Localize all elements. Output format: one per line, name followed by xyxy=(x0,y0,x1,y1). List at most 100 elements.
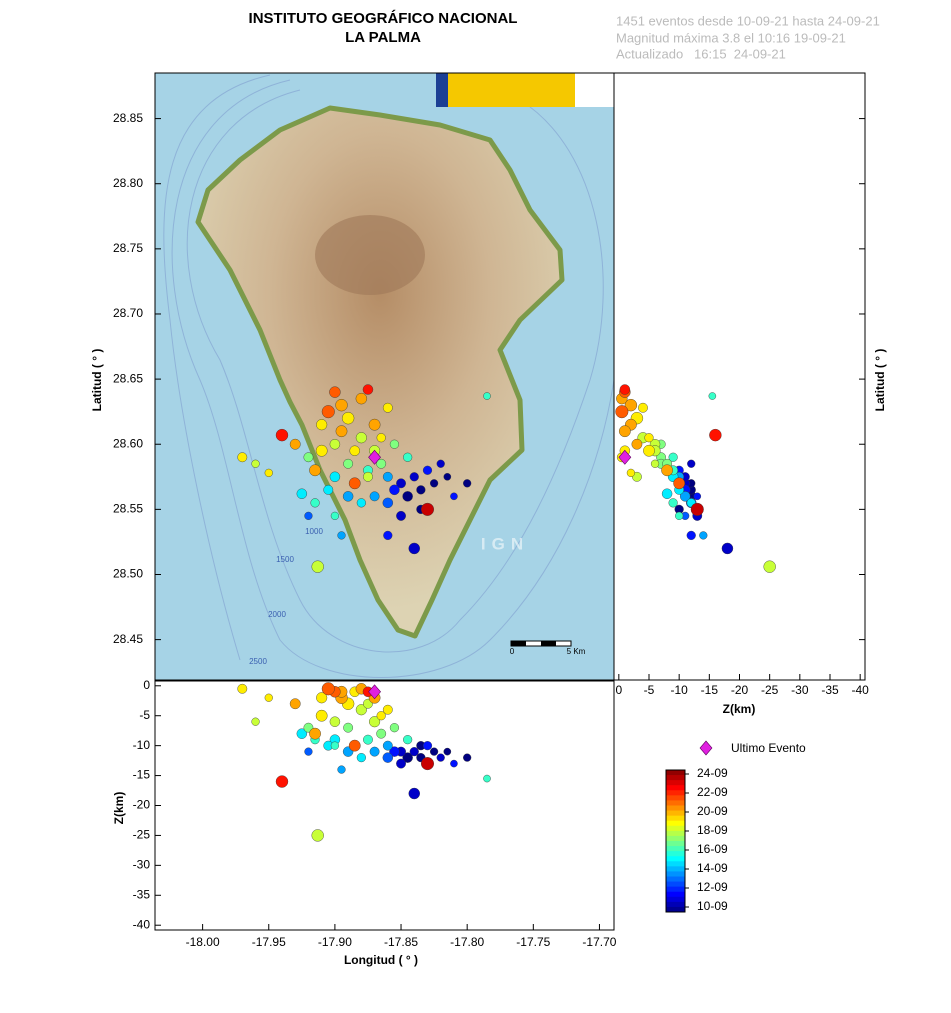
event xyxy=(619,384,631,395)
colorbar-swatch xyxy=(666,790,685,796)
event xyxy=(626,468,635,477)
colorbar-swatch xyxy=(666,851,685,857)
event xyxy=(309,464,321,477)
event xyxy=(483,392,491,400)
z-tick-label: -25 xyxy=(761,683,779,697)
event xyxy=(323,484,334,495)
event xyxy=(363,734,373,745)
event xyxy=(303,452,314,463)
x-tick-label: -17.90 xyxy=(318,935,352,949)
event xyxy=(348,739,361,752)
event xyxy=(296,488,308,499)
contours xyxy=(163,74,615,678)
event xyxy=(335,425,348,438)
event xyxy=(382,471,393,482)
z-axis-label: Z(km) xyxy=(112,792,126,825)
event xyxy=(362,384,374,395)
event xyxy=(376,711,386,721)
event xyxy=(329,439,341,450)
event xyxy=(638,402,648,413)
colorbar-swatch xyxy=(666,805,685,812)
event xyxy=(311,560,324,573)
event xyxy=(661,488,673,499)
colorbar-swatch xyxy=(666,896,685,903)
colorbar-swatch xyxy=(666,886,685,893)
event xyxy=(699,531,708,540)
event xyxy=(422,465,433,475)
map-label: 1000 xyxy=(305,527,323,536)
event xyxy=(289,438,301,450)
event xyxy=(619,425,631,438)
title: INSTITUTO GEOGRÁFICO NACIONAL xyxy=(249,10,518,27)
island xyxy=(195,105,565,639)
event xyxy=(436,459,445,468)
event xyxy=(668,452,678,462)
event xyxy=(389,439,400,449)
colorbar-swatch xyxy=(666,871,685,877)
colorbar-swatch xyxy=(666,856,685,862)
event xyxy=(264,468,273,477)
colorbar-label: 10-09 xyxy=(697,899,728,913)
event xyxy=(402,491,413,502)
z-tick-label: 0 xyxy=(615,683,622,697)
subtitle: LA PALMA xyxy=(345,29,421,46)
event xyxy=(450,492,458,501)
event xyxy=(650,459,660,468)
event xyxy=(343,458,354,469)
z-tick-label: -25 xyxy=(133,828,151,842)
z-tick-label: -40 xyxy=(852,683,870,697)
colorbar-swatch xyxy=(666,825,685,832)
event xyxy=(422,741,433,751)
map-label: 2500 xyxy=(249,657,267,666)
side-frame xyxy=(613,72,866,681)
z-tick-label: -10 xyxy=(133,738,151,752)
colorbar-label: 20-09 xyxy=(697,804,728,818)
event xyxy=(304,747,313,756)
event xyxy=(661,464,673,477)
colorbar-swatch xyxy=(666,775,685,781)
event xyxy=(349,445,360,456)
z-tick-label: -5 xyxy=(139,708,150,722)
last-event xyxy=(368,449,381,465)
x-tick-label: -17.85 xyxy=(384,935,418,949)
colorbar-swatch xyxy=(666,830,685,837)
event xyxy=(483,774,491,783)
event xyxy=(402,752,413,763)
event xyxy=(368,418,381,431)
event xyxy=(763,560,776,573)
colorbar-swatch xyxy=(666,835,685,842)
event xyxy=(329,471,341,483)
y-tick-label: 28.85 xyxy=(113,111,143,125)
info: 1451 eventos desde 10-09-21 hasta 24-09-… xyxy=(616,13,880,28)
y-tick-label: 28.60 xyxy=(113,436,143,450)
event xyxy=(420,502,434,516)
z-tick-label: -20 xyxy=(731,683,749,697)
event xyxy=(316,692,328,704)
z-tick-label: 0 xyxy=(143,678,150,692)
event xyxy=(408,542,420,555)
event xyxy=(430,479,439,488)
event xyxy=(690,502,704,516)
event xyxy=(348,477,361,490)
event xyxy=(376,458,387,469)
colorbar-swatch xyxy=(666,901,685,908)
event xyxy=(403,452,413,462)
event xyxy=(615,405,629,419)
colorbar-swatch xyxy=(666,846,685,852)
colorbar-swatch xyxy=(666,815,685,822)
event xyxy=(396,510,406,521)
colorbar-swatch xyxy=(666,795,685,801)
y-axis-label: Latitud ( ° ) xyxy=(873,349,887,412)
x-tick-label: -17.75 xyxy=(516,935,550,949)
y-tick-label: 28.45 xyxy=(113,632,143,646)
event xyxy=(315,444,328,457)
event xyxy=(679,491,691,502)
caldera xyxy=(315,215,425,295)
event xyxy=(450,759,458,768)
event xyxy=(311,829,324,842)
event xyxy=(443,747,452,756)
event xyxy=(382,497,394,509)
z-axis-label: Z(km) xyxy=(723,702,756,716)
x-tick-label: -17.70 xyxy=(582,935,616,949)
map-label: 2000 xyxy=(268,610,286,619)
